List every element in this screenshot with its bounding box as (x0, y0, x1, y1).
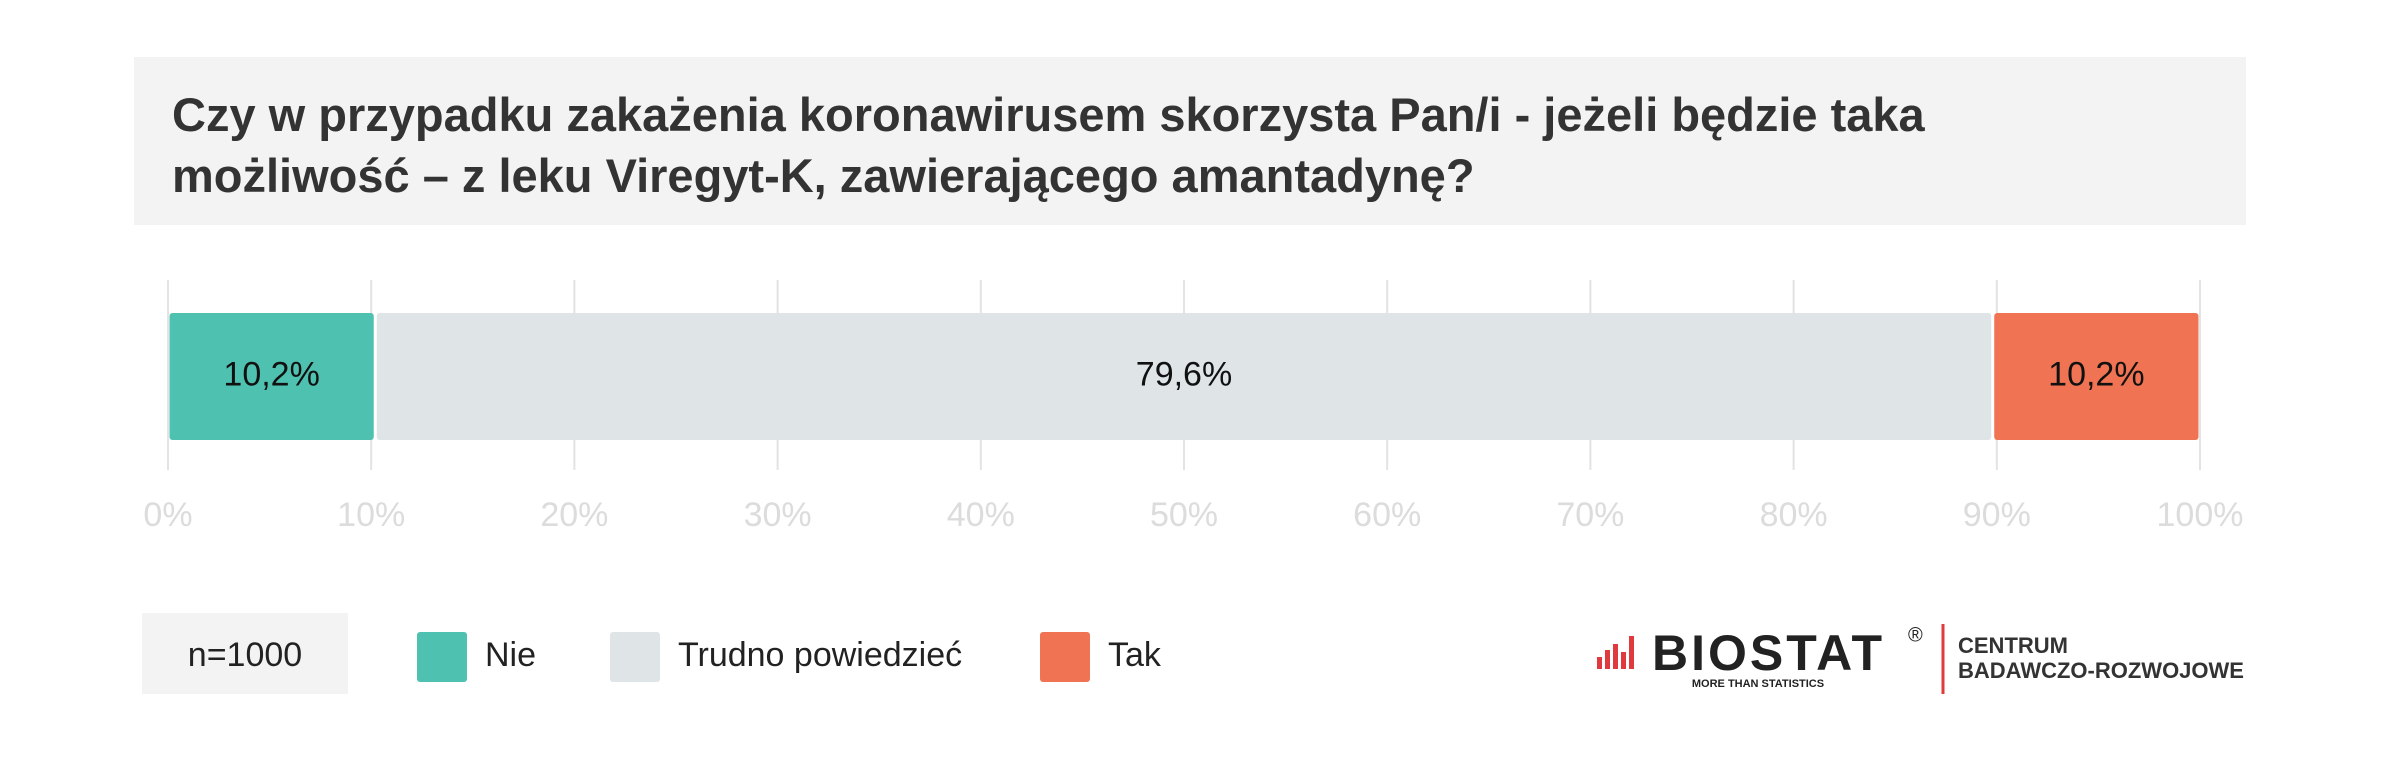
logo-line2: BADAWCZO-ROZWOJOWE (1958, 658, 2244, 683)
legend-label: Trudno powiedzieć (678, 636, 962, 674)
bar-segment (1994, 313, 2199, 440)
data-label: 10,2% (223, 355, 319, 393)
title-box: Czy w przypadku zakażenia koronawirusem … (134, 57, 2246, 225)
legend-swatch (417, 632, 467, 682)
x-tick-label: 0% (143, 496, 192, 534)
x-tick-label: 90% (1963, 496, 2031, 534)
bar-segment (376, 313, 1992, 440)
x-tick-label: 100% (2157, 496, 2244, 534)
logo-mark: ® (1908, 624, 1923, 646)
chart-title: Czy w przypadku zakażenia koronawirusem … (172, 88, 1925, 202)
legend-swatch (1040, 632, 1090, 682)
legend-label: Nie (485, 636, 536, 674)
logo-tagline: MORE THAN STATISTICS (1692, 678, 1824, 690)
logo-name: BIOSTAT (1652, 625, 1885, 681)
x-tick-label: 40% (947, 496, 1015, 534)
x-tick-label: 10% (337, 496, 405, 534)
legend-swatch (610, 632, 660, 682)
x-tick-label: 20% (540, 496, 608, 534)
logo-line1: CENTRUM (1958, 633, 2068, 658)
note-box (142, 613, 348, 694)
data-label: 10,2% (2048, 355, 2144, 393)
x-tick-label: 30% (744, 496, 812, 534)
logo-icon (1597, 636, 1634, 669)
legend-label: Tak (1108, 636, 1162, 674)
x-tick-label: 50% (1150, 496, 1218, 534)
bar-segment (169, 313, 374, 440)
x-tick-label: 80% (1760, 496, 1828, 534)
data-label: 79,6% (1136, 355, 1232, 393)
x-tick-label: 60% (1353, 496, 1421, 534)
x-tick-label: 70% (1556, 496, 1624, 534)
note: n=1000 (188, 636, 302, 674)
